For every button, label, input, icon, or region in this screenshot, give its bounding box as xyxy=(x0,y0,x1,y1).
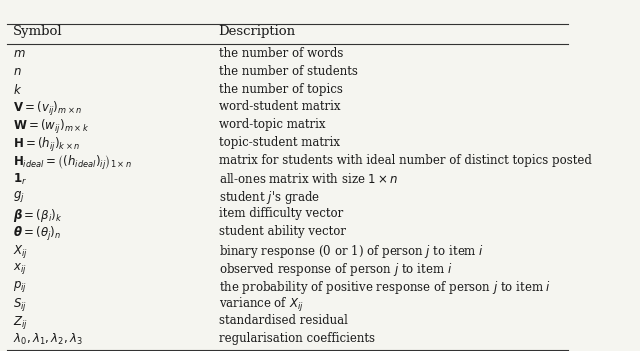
Text: the number of students: the number of students xyxy=(219,65,358,78)
Text: $x_{ij}$: $x_{ij}$ xyxy=(13,261,27,276)
Text: standardised residual: standardised residual xyxy=(219,314,348,327)
Text: $\mathbf{H}_{ideal} = \left((h_{ideal})_{ij}\right)_{1 \times n}$: $\mathbf{H}_{ideal} = \left((h_{ideal})_… xyxy=(13,154,132,172)
Text: Description: Description xyxy=(219,25,296,38)
Text: word-student matrix: word-student matrix xyxy=(219,100,340,113)
Text: $\lambda_0, \lambda_1, \lambda_2, \lambda_3$: $\lambda_0, \lambda_1, \lambda_2, \lambd… xyxy=(13,332,83,347)
Text: all-ones matrix with size $1 \times n$: all-ones matrix with size $1 \times n$ xyxy=(219,172,398,186)
Text: $m$: $m$ xyxy=(13,47,26,60)
Text: the number of topics: the number of topics xyxy=(219,82,342,95)
Text: $\mathbf{W} = (w_{ij})_{m \times k}$: $\mathbf{W} = (w_{ij})_{m \times k}$ xyxy=(13,118,89,136)
Text: item difficulty vector: item difficulty vector xyxy=(219,207,343,220)
Text: $X_{ij}$: $X_{ij}$ xyxy=(13,243,28,260)
Text: regularisation coefficients: regularisation coefficients xyxy=(219,332,374,345)
Text: $\mathbf{H} = (h_{ij})_{k \times n}$: $\mathbf{H} = (h_{ij})_{k \times n}$ xyxy=(13,136,80,154)
Text: topic-student matrix: topic-student matrix xyxy=(219,136,340,149)
Text: the probability of positive response of person $j$ to item $i$: the probability of positive response of … xyxy=(219,279,551,296)
Text: observed response of person $j$ to item $i$: observed response of person $j$ to item … xyxy=(219,261,452,278)
Text: $n$: $n$ xyxy=(13,65,22,78)
Text: $\mathbf{1}_r$: $\mathbf{1}_r$ xyxy=(13,172,27,187)
Text: $k$: $k$ xyxy=(13,82,22,97)
Text: matrix for students with ideal number of distinct topics posted: matrix for students with ideal number of… xyxy=(219,154,591,167)
Text: $p_{ij}$: $p_{ij}$ xyxy=(13,279,27,293)
Text: $\boldsymbol{\theta} = (\theta_j)_n$: $\boldsymbol{\theta} = (\theta_j)_n$ xyxy=(13,225,61,243)
Text: student $j$'s grade: student $j$'s grade xyxy=(219,190,320,206)
Text: the number of words: the number of words xyxy=(219,47,343,60)
Text: $Z_{ij}$: $Z_{ij}$ xyxy=(13,314,28,331)
Text: $\mathbf{V} = (v_{ij})_{m \times n}$: $\mathbf{V} = (v_{ij})_{m \times n}$ xyxy=(13,100,83,118)
Text: binary response (0 or 1) of person $j$ to item $i$: binary response (0 or 1) of person $j$ t… xyxy=(219,243,484,260)
Text: $g_j$: $g_j$ xyxy=(13,190,24,205)
Text: variance of $X_{ij}$: variance of $X_{ij}$ xyxy=(219,296,303,314)
Text: student ability vector: student ability vector xyxy=(219,225,346,238)
Text: Symbol: Symbol xyxy=(13,25,63,38)
Text: $S_{ij}$: $S_{ij}$ xyxy=(13,296,27,313)
Text: $\boldsymbol{\beta} = (\beta_i)_k$: $\boldsymbol{\beta} = (\beta_i)_k$ xyxy=(13,207,62,224)
Text: word-topic matrix: word-topic matrix xyxy=(219,118,325,131)
